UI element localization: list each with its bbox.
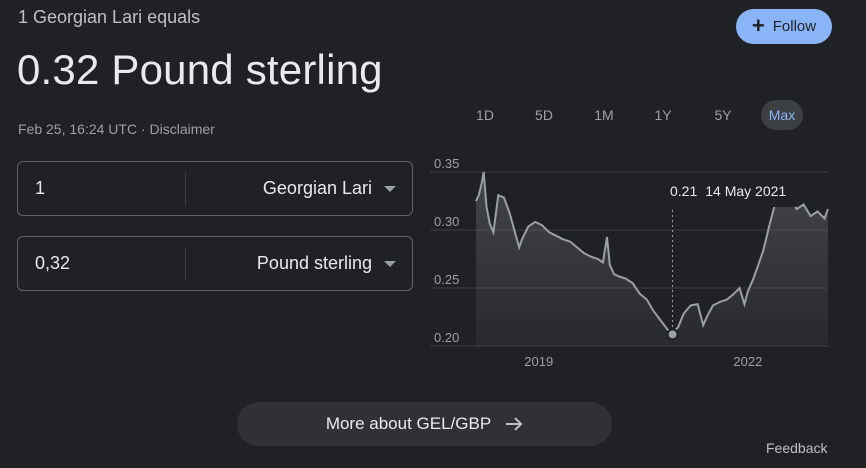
x-tick-label: 2022 [733,354,762,369]
from-amount-input[interactable]: 1 [35,178,46,198]
more-about-label: More about GEL/GBP [325,414,492,433]
divider [185,172,186,205]
range-1d[interactable]: 1D [476,107,494,123]
follow-label: Follow [772,18,817,35]
rate-area-fill [476,172,828,346]
x-tick-label: 2019 [524,354,553,369]
dropdown-caret-icon[interactable] [384,260,396,267]
range-5d[interactable]: 5D [535,107,553,123]
y-tick-label: 0.35 [434,156,459,171]
follow-button[interactable]: + Follow [736,9,832,44]
range-5y[interactable]: 5Y [714,107,732,123]
to-currency-row: 0,32 Pound sterling [17,236,413,291]
hover-point [666,328,679,341]
divider [185,247,186,280]
range-max[interactable]: Max [761,100,803,130]
range-1m[interactable]: 1M [594,107,614,123]
range-1y[interactable]: 1Y [654,107,672,123]
from-currency-select[interactable]: Georgian Lari [262,178,372,198]
rate-line [475,171,829,334]
arrow-right-icon [506,417,523,431]
plus-icon: + [751,12,765,38]
feedback-link[interactable]: Feedback [766,440,828,456]
y-tick-label: 0.25 [434,272,459,287]
conversion-subtitle: 1 Georgian Lari equals [18,7,201,27]
from-currency-row: 1 Georgian Lari [17,161,413,216]
conversion-result: 0.32 Pound sterling [17,46,383,93]
tooltip-date: 14 May 2021 [705,183,787,199]
exchange-rate-chart[interactable]: 0.35 0.30 0.25 0.20 2019 2022 [430,155,850,380]
dropdown-caret-icon[interactable] [384,185,396,192]
to-currency-select[interactable]: Pound sterling [256,253,372,273]
chart-tooltip: 0.21 14 May 2021 [660,175,797,207]
more-about-button[interactable]: More about GEL/GBP [237,402,612,446]
to-amount-input[interactable]: 0,32 [35,253,71,273]
y-tick-label: 0.20 [434,330,459,345]
y-tick-label: 0.30 [434,214,459,229]
tooltip-value: 0.21 [670,183,698,199]
timestamp-disclaimer[interactable]: Feb 25, 16:24 UTC · Disclaimer [18,121,215,137]
